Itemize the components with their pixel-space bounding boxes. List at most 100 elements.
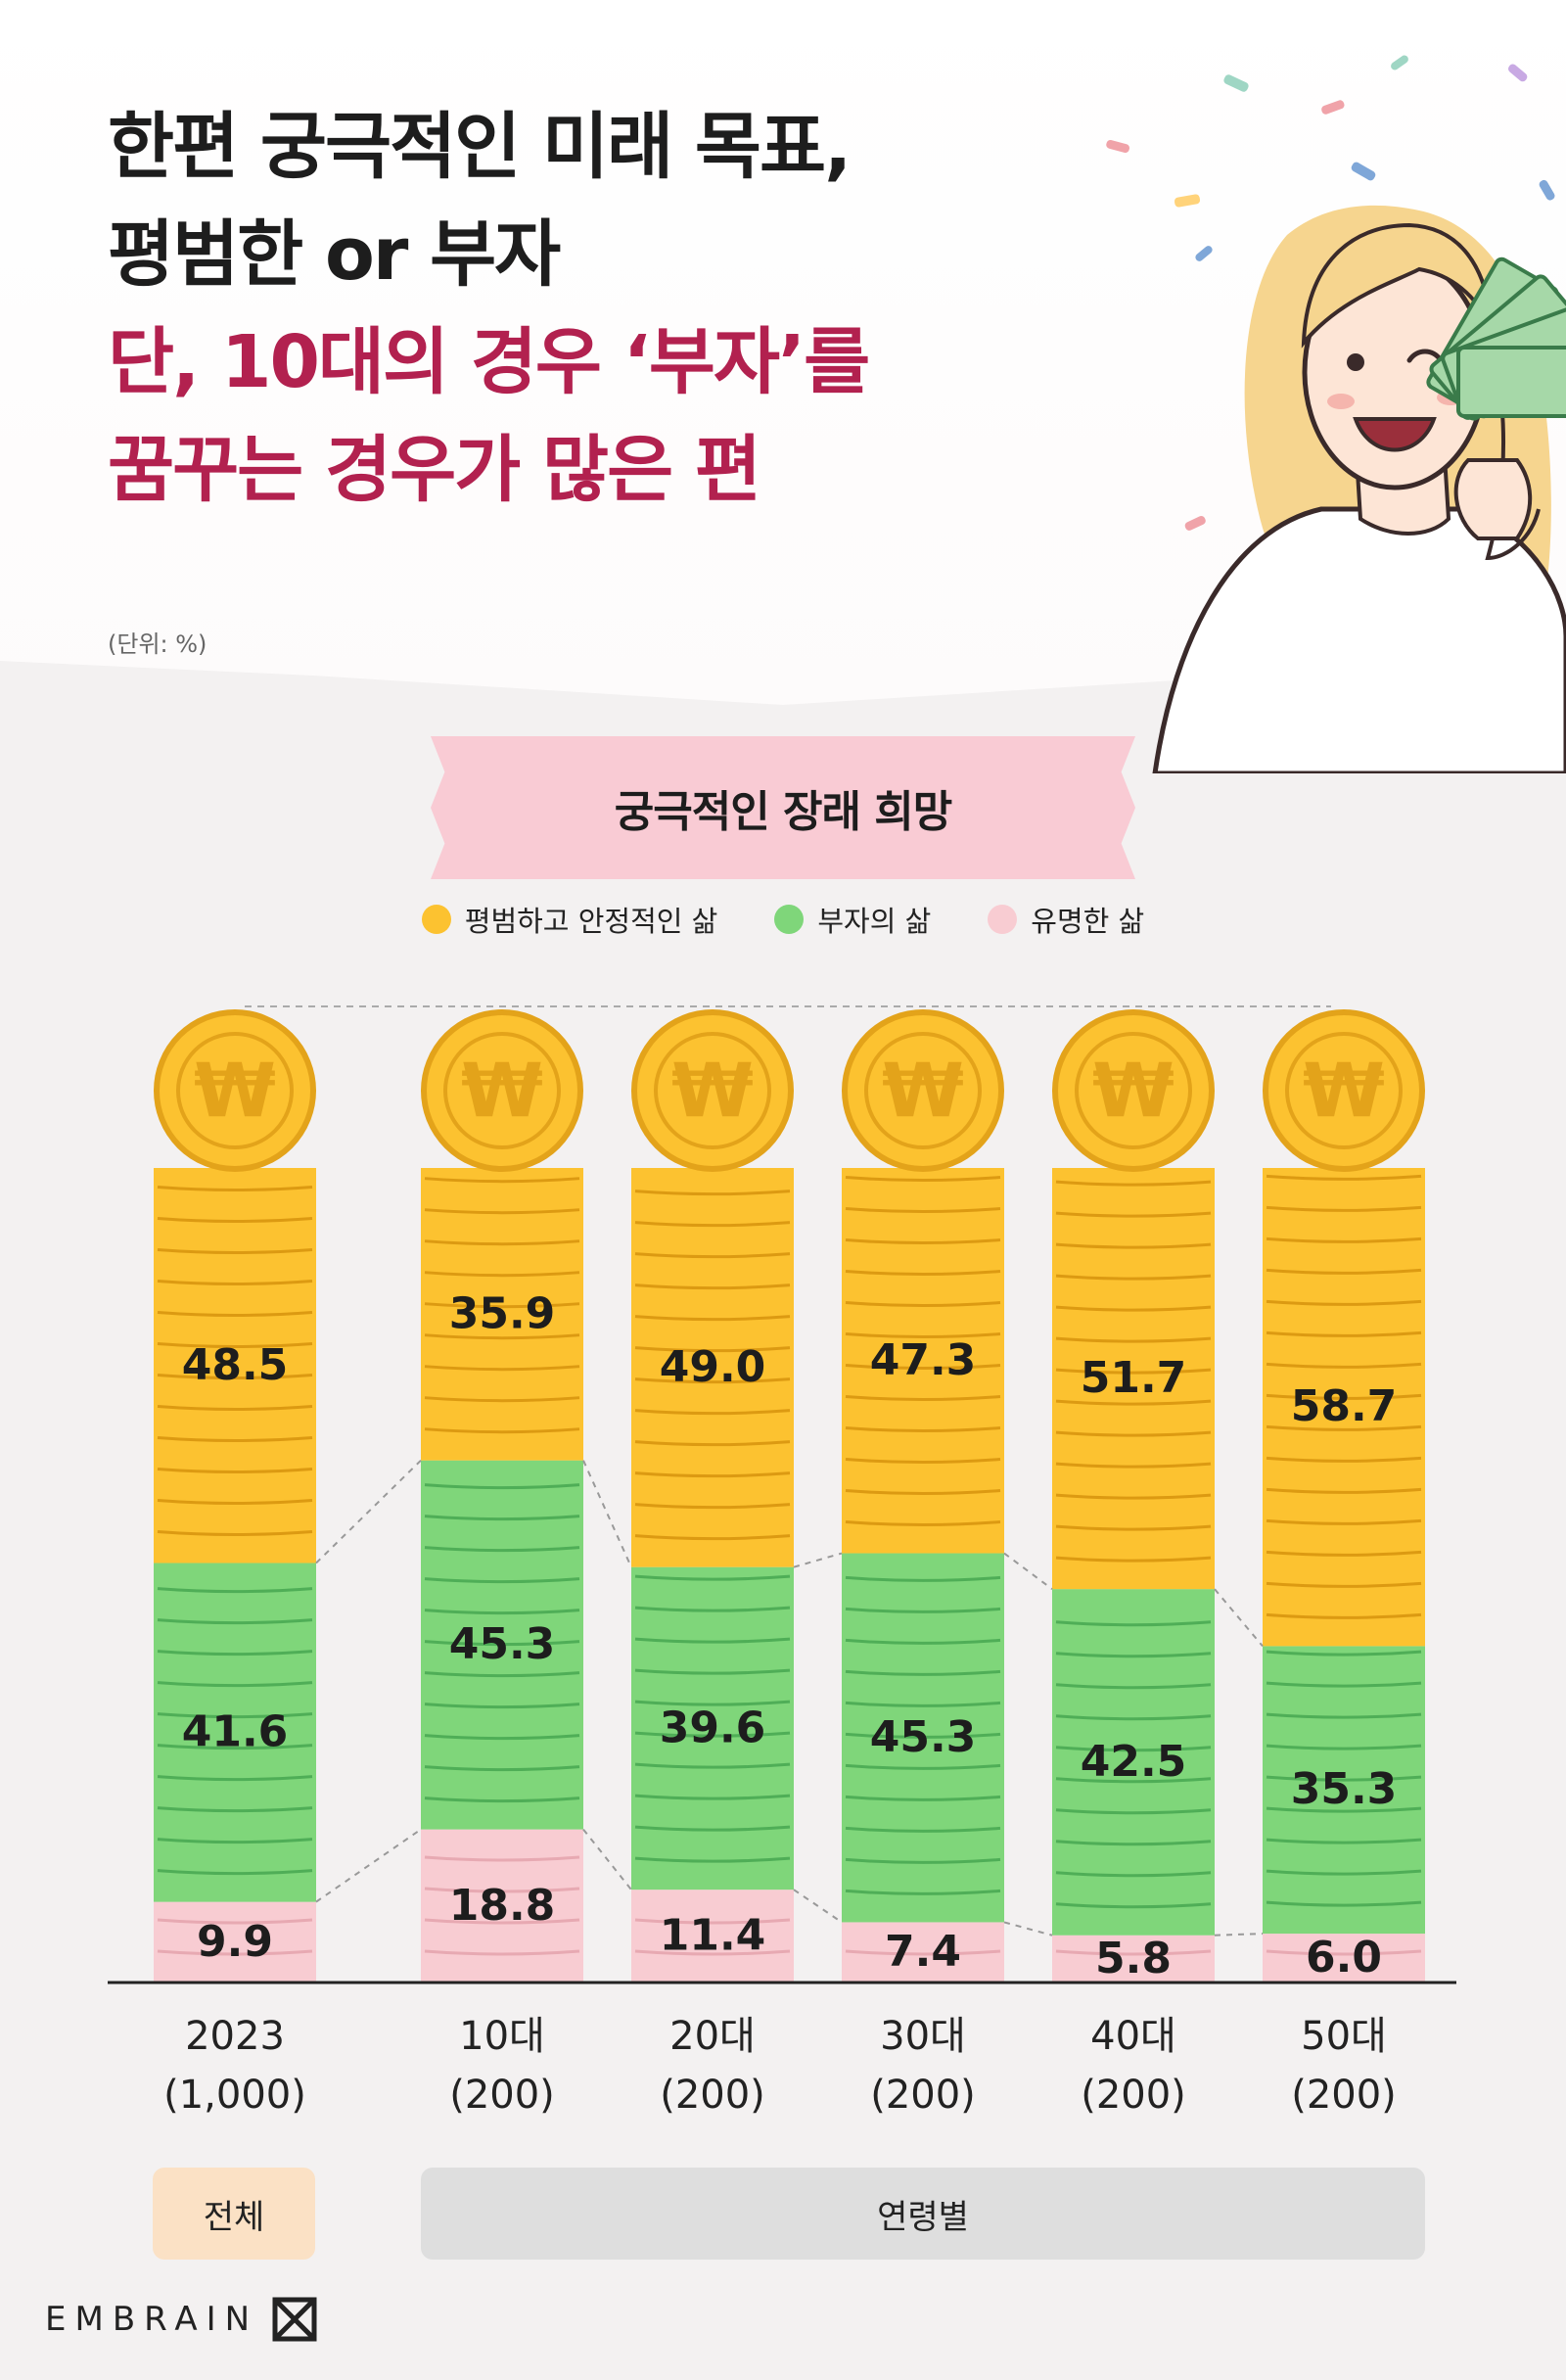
coin-edge — [424, 1765, 580, 1772]
coin-edge — [845, 1238, 1001, 1245]
legend-item-rich: 부자의 삶 — [774, 899, 931, 940]
bar-segment-fill — [631, 1168, 794, 1567]
value-label-rich: 45.3 — [449, 1619, 556, 1669]
coin-edge — [1266, 1299, 1422, 1306]
coin-edge — [845, 1207, 1001, 1214]
coin-edge — [1266, 1237, 1422, 1243]
chart-title-banner: 궁극적인 장래 희망 — [431, 736, 1135, 879]
x-tick-label: 10대 — [459, 2014, 545, 2059]
value-label-famous: 5.8 — [1095, 1934, 1172, 1983]
coin-edge — [845, 1701, 1001, 1707]
bar-segment-rich — [1052, 1589, 1215, 1936]
coin-edge — [424, 1887, 580, 1893]
coin-edge — [1266, 1487, 1422, 1494]
coin-edge — [634, 1377, 791, 1384]
coin-edge — [157, 1530, 313, 1537]
coin-edge — [157, 1280, 313, 1286]
headline: 한편 궁극적인 미래 목표, 평범한 or 부자 단, 10대의 경우 ‘부자’… — [108, 93, 1184, 524]
bar-segment-ordinary — [631, 1168, 794, 1567]
coin-edge — [424, 1577, 580, 1584]
coin-edge — [157, 1650, 313, 1657]
bar-segment-fill — [631, 1890, 794, 1983]
legend-label-famous: 유명한 삶 — [1031, 905, 1145, 938]
coin-edge — [157, 1342, 313, 1349]
legend-swatch-rich — [774, 905, 805, 934]
x-tick-label: 20대 — [669, 2014, 756, 2059]
coin-edge — [634, 1409, 791, 1416]
coin-edge — [1055, 1305, 1212, 1312]
coin-edge — [634, 1637, 791, 1644]
coin-edge — [634, 1252, 791, 1259]
coin-edge — [1055, 1430, 1212, 1437]
connector-line — [582, 1460, 632, 1568]
bar-segment-rich — [421, 1460, 583, 1830]
value-label-famous: 9.9 — [197, 1917, 273, 1967]
coin-edge — [1055, 1493, 1212, 1500]
connector-line — [1214, 1933, 1264, 1937]
x-tick-label: (200) — [1081, 2073, 1186, 2118]
coin-edge — [634, 1856, 791, 1863]
coin-edge — [845, 1364, 1001, 1371]
coin-edge — [1055, 1777, 1212, 1784]
coin-edge — [845, 1638, 1001, 1645]
coin-edge — [424, 1640, 580, 1647]
x-tick-label: 50대 — [1301, 2014, 1387, 2059]
brand-name: EMBRAIN — [45, 2300, 259, 2339]
bar-segment-fill — [1263, 1168, 1425, 1647]
value-label-famous: 11.4 — [660, 1911, 766, 1961]
coin-edge — [634, 1949, 791, 1956]
coin-edge — [845, 1949, 1001, 1956]
coin-edge — [1055, 1620, 1212, 1627]
coin-edge — [157, 1217, 313, 1224]
coin-edge — [634, 1471, 791, 1478]
coin-edge — [1055, 1211, 1212, 1218]
won-symbol: ₩ — [882, 1047, 964, 1134]
coin-edge — [424, 1855, 580, 1862]
bar-segment-fill — [1052, 1935, 1215, 1983]
coin-edge — [157, 1949, 313, 1956]
bar-segment-fill — [1052, 1589, 1215, 1936]
bar-segment-fill — [421, 1168, 583, 1461]
coin-edge — [1055, 1274, 1212, 1281]
coin-edge — [845, 1332, 1001, 1339]
coin-edge — [845, 1607, 1001, 1613]
coin-edge — [1266, 1900, 1422, 1907]
x-tick-label: (1,000) — [163, 2073, 306, 2118]
coin-edge — [1055, 1683, 1212, 1690]
coin-edge — [845, 1426, 1001, 1433]
coin-edge — [1266, 1550, 1422, 1557]
coin-edge — [845, 1889, 1001, 1895]
coin-edge — [1266, 1330, 1422, 1337]
coin-icon: ₩ — [842, 1009, 1004, 1172]
bar-segment-rich — [631, 1566, 794, 1890]
coin-stack: 6.0 35.3 58.7 ₩ — [1263, 1009, 1425, 1983]
coin-edge — [424, 1734, 580, 1741]
coin-edge — [634, 1668, 791, 1675]
coin-edge — [157, 1618, 313, 1625]
coin-edge — [1266, 1775, 1422, 1782]
value-label-ordinary: 49.0 — [660, 1342, 766, 1392]
bar-segment-famous — [842, 1922, 1004, 1983]
coin-edge — [845, 1826, 1001, 1833]
coin-stack: 5.8 42.5 51.7 ₩ — [1052, 1009, 1215, 1983]
coin-edge — [634, 1346, 791, 1353]
coin-edge — [1266, 1838, 1422, 1844]
coin-edge — [1266, 1362, 1422, 1369]
coin-edge — [845, 1763, 1001, 1770]
coin-edge — [1055, 1180, 1212, 1187]
coin-edge — [157, 1744, 313, 1750]
coin-edge — [1055, 1871, 1212, 1878]
coin-edge — [634, 1825, 791, 1832]
coin-edge — [1266, 1174, 1422, 1181]
connector-line — [793, 1889, 843, 1924]
coin-edge — [634, 1574, 791, 1581]
legend-swatch-ordinary — [421, 905, 451, 934]
coin-edge — [845, 1176, 1001, 1183]
coin-edge — [424, 1365, 580, 1372]
value-label-ordinary: 35.9 — [449, 1288, 556, 1338]
coin-edge — [157, 1775, 313, 1782]
coin-edge — [424, 1515, 580, 1521]
chart-title: 궁극적인 장래 희망 — [614, 787, 952, 837]
coin-edge — [1266, 1456, 1422, 1463]
value-label-rich: 42.5 — [1081, 1737, 1187, 1787]
